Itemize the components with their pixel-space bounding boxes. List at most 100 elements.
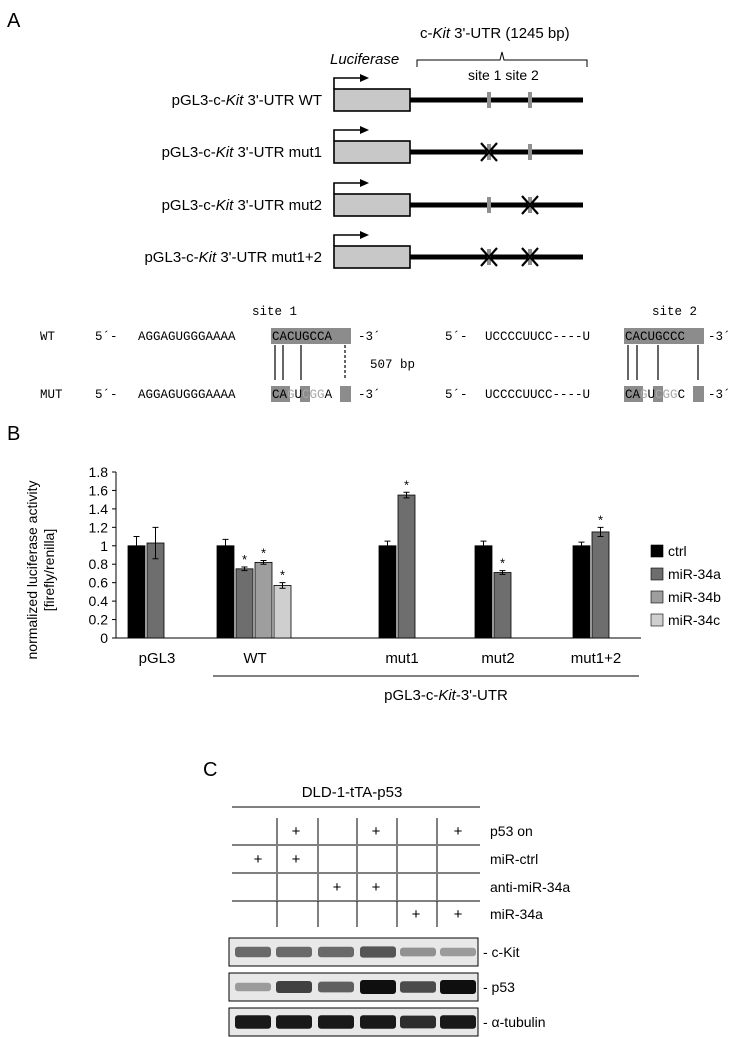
treatment-mark: + — [454, 823, 463, 840]
mutation-cross — [480, 142, 498, 162]
binding-site — [487, 92, 491, 108]
blot-band — [440, 947, 476, 957]
error-bar — [152, 526, 159, 560]
significance-star: * — [500, 556, 505, 571]
wt-prefix-site1: 5´- — [95, 330, 118, 344]
blot-strip: - c-Kit — [228, 937, 520, 967]
mut-site1-box3 — [340, 386, 351, 402]
arrowhead — [360, 179, 369, 187]
site1-title: site 1 — [252, 305, 297, 319]
treatment-mark: + — [292, 823, 301, 840]
error-bar — [597, 526, 604, 538]
group-label: pGL3-c-Kit-3'-UTR — [384, 687, 508, 704]
significance-star: * — [242, 552, 247, 567]
y-tick-label: 0.6 — [89, 575, 109, 591]
mut-prefix-site2: 5´- — [445, 388, 468, 402]
blot-band — [400, 1015, 436, 1029]
y-tick-label: 0.4 — [89, 593, 109, 609]
bar — [474, 545, 493, 639]
wt-prefix-site2: 5´- — [445, 330, 468, 344]
treatment-mark: + — [372, 823, 381, 840]
pairing-lines — [274, 345, 699, 380]
construct-row: pGL3-c-Kit 3'-UTR WT — [172, 74, 583, 112]
y-tick-label: 1.6 — [89, 482, 109, 498]
binding-site — [487, 197, 491, 213]
promoter-arrow — [333, 234, 362, 246]
wt-label: WT — [40, 330, 56, 344]
x-tick-label: mut1 — [385, 650, 418, 667]
sequence-alignment: site 1 site 2 WT 5´- AGGAGUGGGAAAA CACUG… — [40, 305, 731, 402]
mut-site1-box2 — [300, 386, 310, 402]
x-tick-label: mut1+2 — [571, 650, 621, 667]
treatment-mark: + — [254, 851, 263, 868]
wt-site1-plain: AGGAGUGGGAAAA — [138, 330, 236, 344]
significance-star: * — [404, 477, 409, 492]
construct-label: pGL3-c-Kit 3'-UTR WT — [172, 92, 322, 109]
site-labels: site 1 site 2 — [468, 67, 539, 83]
blot-band — [235, 946, 271, 958]
treatment-mark: + — [372, 879, 381, 896]
blot-band — [400, 947, 436, 957]
blot-band — [318, 981, 354, 993]
blot-band — [318, 946, 354, 958]
wt-suffix-site1: -3´ — [358, 330, 381, 344]
legend-swatch — [650, 590, 664, 604]
utr-length-label: c-Kit 3'-UTR (1245 bp) — [420, 25, 570, 42]
blot-band — [400, 981, 436, 993]
blot-band — [318, 1015, 354, 1029]
error-bar — [480, 540, 487, 551]
blot-band — [440, 980, 476, 994]
mutation-cross — [521, 195, 539, 215]
legend-label: miR-34b — [668, 589, 721, 605]
bar — [397, 494, 416, 639]
mut-site2-plain: UCCCCUUCC----U — [485, 388, 590, 402]
luciferase-box — [333, 88, 411, 112]
luciferase-box — [333, 193, 411, 217]
treatment-grid: p53 on + + + miR-ctrl + + anti-miR-34a + + miR-34a… — [232, 806, 570, 927]
error-bar — [133, 536, 140, 556]
arrowhead — [360, 231, 369, 239]
y-tick-label: 0.8 — [89, 556, 109, 572]
blot-band — [276, 946, 312, 958]
bar — [127, 545, 146, 639]
arrowhead — [360, 126, 369, 134]
wt-site1-boxed: CACUGCCA — [272, 330, 333, 344]
construct-label: pGL3-c-Kit 3'-UTR mut2 — [162, 197, 322, 214]
luciferase-chart: normalized luciferase activity [firefly/… — [24, 464, 721, 704]
error-bar — [260, 560, 267, 565]
promoter-arrow — [333, 182, 362, 194]
y-tick-label: 1.8 — [89, 464, 109, 480]
y-tick-label: 0.2 — [89, 612, 109, 628]
chart-axes: 0 0.2 0.4 0.6 0.8 1 1.2 1.4 1.6 1.8 pGL3 WT mut1 mut2… — [89, 464, 641, 667]
blot-label: - α-tubulin — [483, 1014, 546, 1030]
error-bar — [578, 541, 585, 550]
y-tick-label: 1 — [100, 538, 108, 554]
blot-band — [440, 1015, 476, 1029]
treatment-label: miR-34a — [490, 906, 543, 922]
x-tick-label: mut2 — [481, 650, 514, 667]
bar — [591, 531, 610, 639]
panel-label-b: B — [7, 423, 20, 445]
panel-label-c: C — [203, 759, 217, 781]
legend-swatch — [650, 544, 664, 558]
construct-row: pGL3-c-Kit 3'-UTR mut1 — [162, 126, 583, 164]
x-tick-label: pGL3 — [139, 650, 176, 667]
legend-label: ctrl — [668, 543, 687, 559]
arrowhead — [360, 74, 369, 82]
error-bar — [222, 538, 229, 553]
mut-site2-box2 — [653, 386, 663, 402]
treatment-mark: + — [292, 851, 301, 868]
site2-title: site 2 — [652, 305, 697, 319]
treatment-label: anti-miR-34a — [490, 879, 570, 895]
mut-suffix-site1: -3´ — [358, 388, 381, 402]
treatment-mark: + — [412, 906, 421, 923]
legend-label: miR-34a — [668, 566, 721, 582]
luciferase-label: Luciferase — [330, 51, 399, 68]
legend-label: miR-34c — [668, 612, 720, 628]
blot-band — [235, 982, 271, 992]
error-bar — [403, 491, 410, 499]
construct-row: pGL3-c-Kit 3'-UTR mut1+2 — [144, 231, 583, 269]
error-bar — [499, 570, 506, 575]
